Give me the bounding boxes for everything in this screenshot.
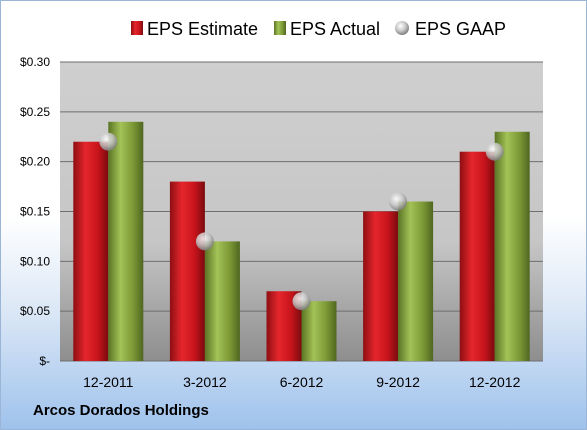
bar-eps-estimate <box>169 181 205 361</box>
point-eps-gaap <box>195 232 214 251</box>
y-tick-label: $0.25 <box>20 105 50 119</box>
legend: EPS Estimate EPS Actual EPS GAAP <box>131 19 506 39</box>
point-eps-gaap <box>485 142 504 161</box>
bar-eps-estimate <box>459 151 495 361</box>
point-eps-gaap <box>389 192 408 211</box>
y-axis: $- $0.05 $0.10 $0.15 $0.20 $0.25 $0.30 <box>20 55 50 368</box>
y-tick-label: $0.15 <box>20 205 50 219</box>
y-tick-label: $0.05 <box>20 304 50 318</box>
x-tick-label: 6-2012 <box>280 374 324 390</box>
bar-eps-actual <box>301 301 337 361</box>
legend-label-actual: EPS Actual <box>290 19 380 39</box>
legend-swatch-gaap <box>395 21 409 35</box>
company-name: Arcos Dorados Holdings <box>33 402 209 419</box>
legend-label-gaap: EPS GAAP <box>415 19 506 39</box>
x-axis: 12-2011 3-2012 6-2012 9-2012 12-2012 <box>83 374 520 390</box>
bar-eps-estimate <box>73 141 109 361</box>
x-tick-label: 3-2012 <box>183 374 227 390</box>
y-tick-label: $0.10 <box>20 254 50 268</box>
x-tick-label: 9-2012 <box>376 374 420 390</box>
bar-eps-actual <box>494 131 530 361</box>
bar-eps-actual <box>204 241 240 361</box>
point-eps-gaap <box>99 132 118 151</box>
bar-eps-estimate <box>363 211 399 361</box>
x-tick-label: 12-2011 <box>83 374 134 390</box>
bar-eps-actual <box>398 201 434 361</box>
gaap-points <box>99 132 504 311</box>
legend-swatch-estimate <box>131 21 143 35</box>
bar-eps-actual <box>108 121 144 361</box>
legend-swatch-actual <box>274 21 286 35</box>
point-eps-gaap <box>292 292 311 311</box>
bars <box>73 121 530 361</box>
legend-label-estimate: EPS Estimate <box>147 19 258 39</box>
y-tick-label: $- <box>39 354 50 368</box>
y-tick-label: $0.30 <box>20 55 50 69</box>
x-tick-label: 12-2012 <box>469 374 521 390</box>
y-tick-label: $0.20 <box>20 155 50 169</box>
